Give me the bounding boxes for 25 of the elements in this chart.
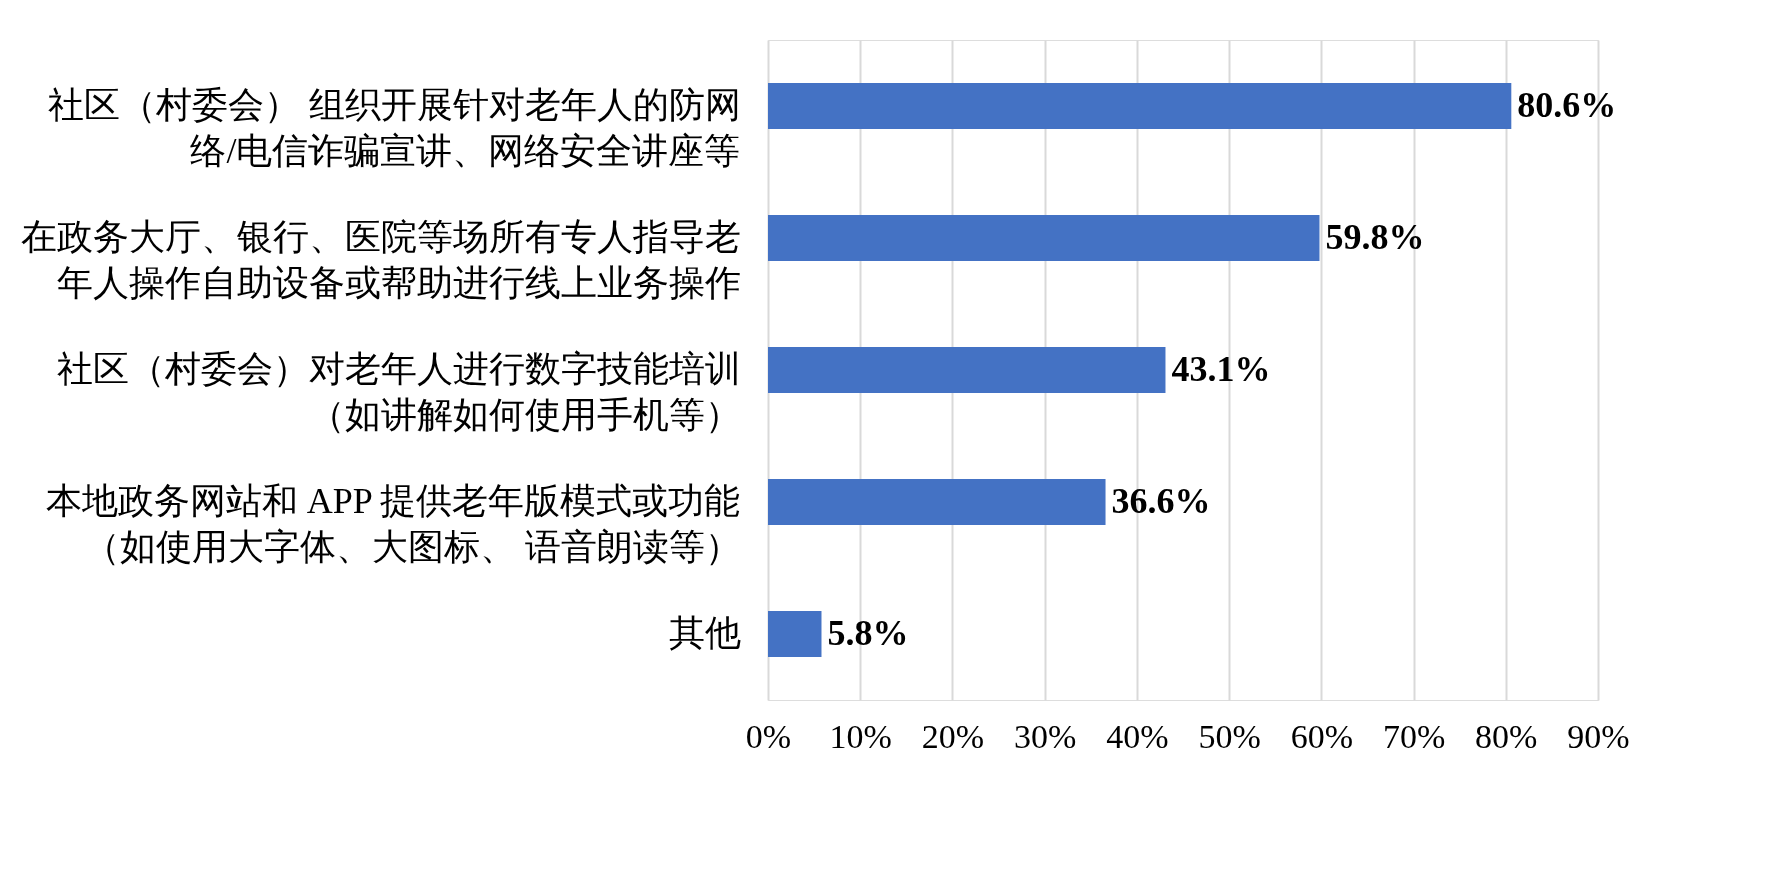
- data-label: 80.6%: [1517, 85, 1617, 125]
- x-tick-label: 30%: [1014, 717, 1077, 755]
- y-tick-label: 本地政务网站和 APP 提供老年版模式或功能（如使用大字体、大图标、 语音朗读等）: [45, 481, 741, 567]
- x-tick-label: 50%: [1198, 717, 1261, 755]
- y-tick-label: 其他: [668, 613, 741, 653]
- data-label: 43.1%: [1171, 349, 1271, 389]
- x-tick-label: 20%: [921, 717, 985, 755]
- bar: [768, 479, 1106, 525]
- x-tick-label: 90%: [1567, 717, 1630, 755]
- y-tick-label: 社区（村委会） 组织开展针对老年人的防网络/电信诈骗宣讲、网络安全讲座等: [47, 85, 741, 171]
- bar: [768, 611, 822, 657]
- bar: [768, 83, 1512, 129]
- data-label: 36.6%: [1111, 481, 1211, 521]
- x-tick-label: 70%: [1382, 717, 1446, 755]
- bar: [768, 347, 1166, 393]
- bar: [768, 215, 1320, 261]
- data-label: 5.8%: [827, 613, 909, 653]
- x-tick-label: 0%: [745, 717, 792, 755]
- data-label: 59.8%: [1325, 217, 1425, 257]
- x-tick-label: 80%: [1475, 717, 1538, 755]
- x-tick-label: 60%: [1290, 717, 1353, 755]
- x-tick-label: 10%: [829, 717, 892, 755]
- x-tick-label: 40%: [1106, 717, 1169, 755]
- y-tick-label: 社区（村委会）对老年人进行数字技能培训（如讲解如何使用手机等）: [56, 349, 741, 435]
- y-tick-label: 在政务大厅、银行、医院等场所有专人指导老年人操作自助设备或帮助进行线上业务操作: [20, 217, 741, 303]
